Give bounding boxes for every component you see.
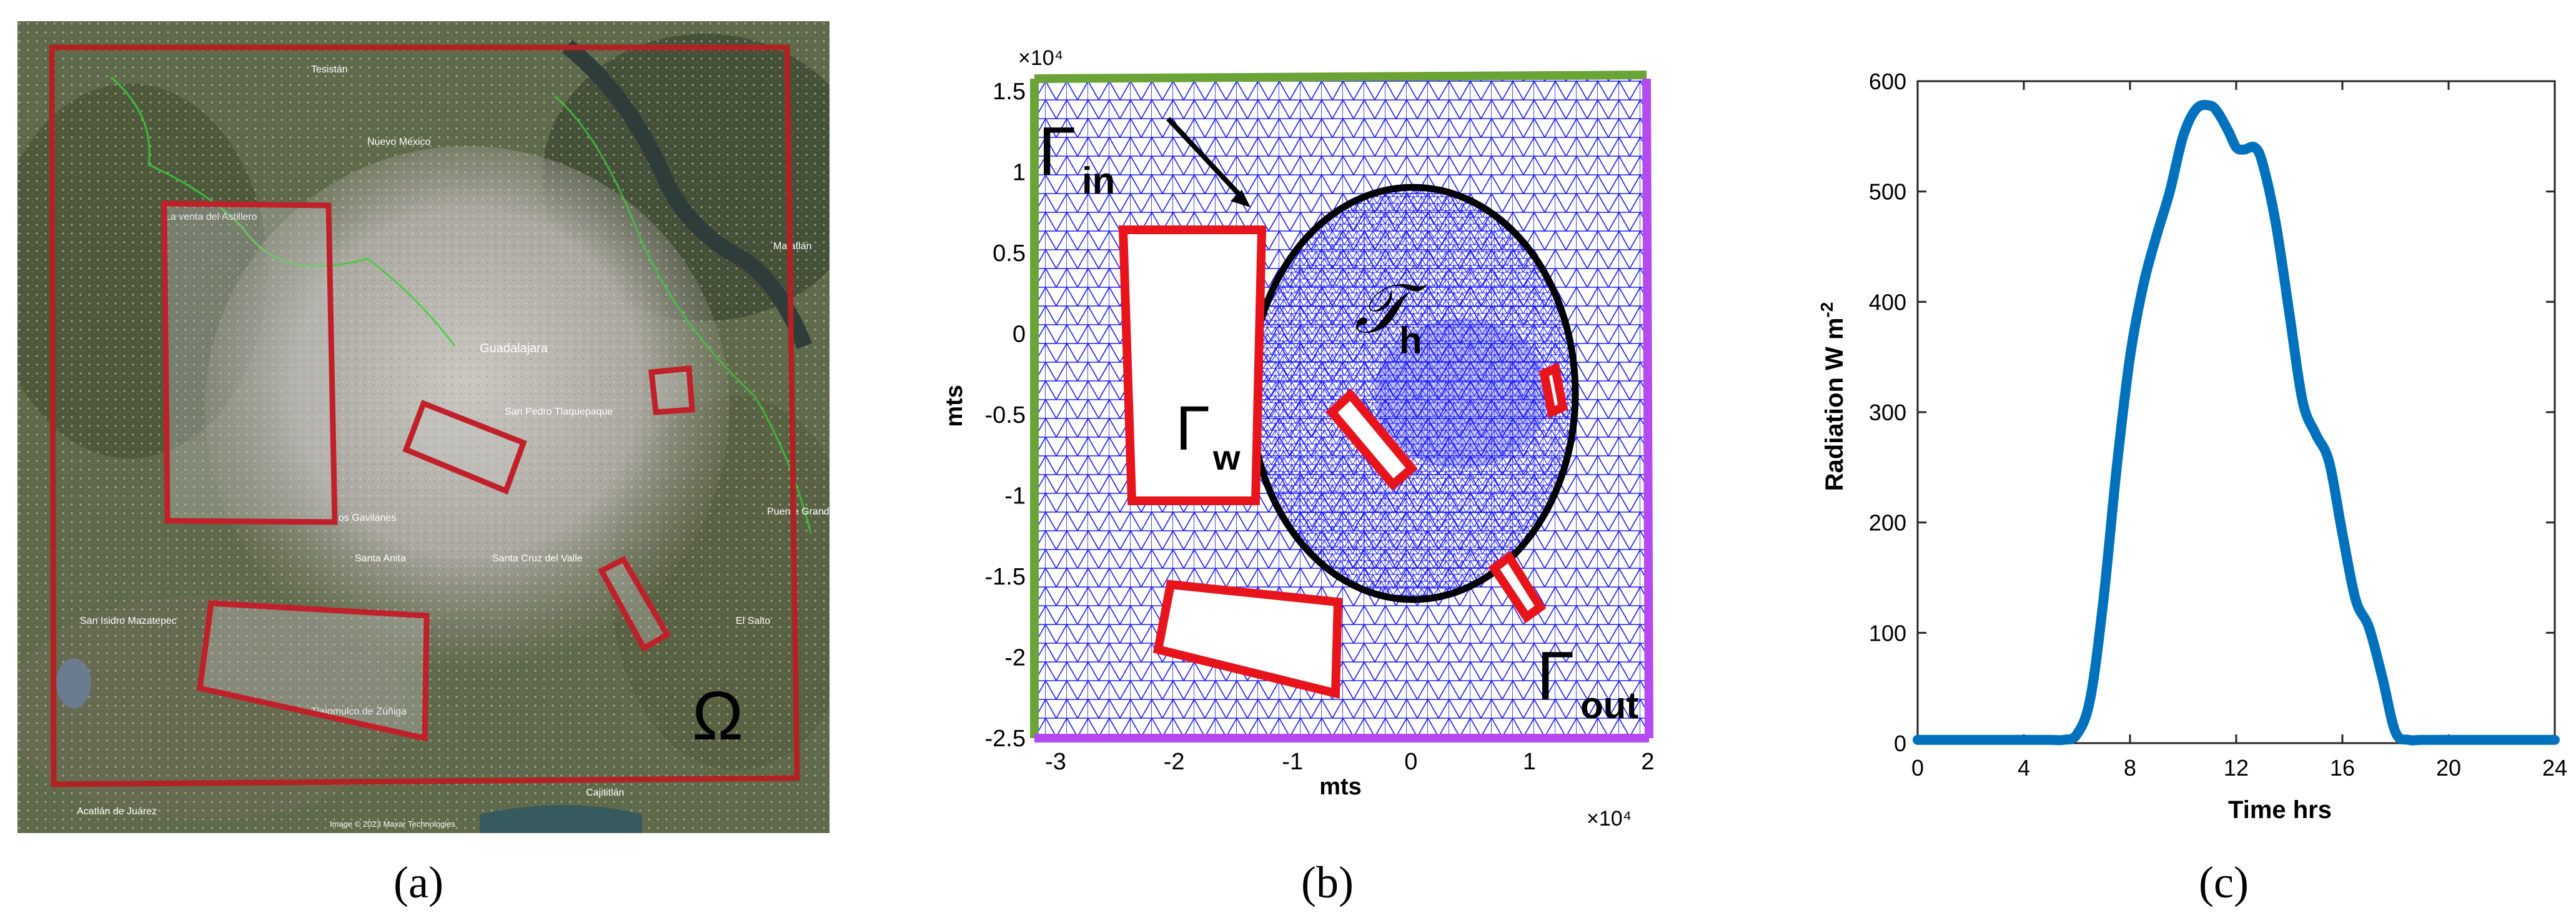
y-axis-label-superscript: -2 (1817, 302, 1836, 318)
panel-a-map: Tesistán Nuevo México La venta del Astil… (0, 21, 867, 833)
panel-c-chart: 0 4 8 12 16 20 24 0 100 200 300 400 500 600 Time hrs… (1799, 44, 2574, 849)
y-axis-label: Radiation W m-2 (1817, 302, 1848, 491)
y-tick-label: 400 (1869, 289, 1906, 315)
y-tick-label: 0 (1013, 322, 1026, 348)
x-tick-label: 0 (1911, 755, 1924, 781)
tau-h-subscript: h (1399, 320, 1422, 362)
radiation-chart: 0 4 8 12 16 20 24 0 100 200 300 400 500 600 Time hrs… (1817, 69, 2567, 824)
x-scale-label: ×10⁴ (1587, 807, 1632, 831)
y-tick-label: -0.5 (985, 402, 1026, 428)
x-tick-label: -3 (1045, 749, 1066, 775)
map-label: Santa Anita (355, 553, 406, 564)
obstacle-bottom (1152, 580, 1343, 699)
caption-b: (b) (1301, 857, 1354, 907)
y-tick-label: -2 (1004, 645, 1026, 671)
zone-3 (648, 365, 695, 415)
gamma-out-label: Γ (1537, 638, 1575, 714)
zone-4 (597, 556, 671, 653)
map-label: Acatlán de Juárez (77, 806, 157, 817)
mesh-refined-region (1251, 187, 1575, 600)
map-label: Nuevo México (367, 137, 430, 147)
map-label: La venta del Astillero (165, 212, 257, 222)
zone-1 (161, 200, 338, 525)
y-tick-label: -1.5 (985, 564, 1026, 590)
plot-frame (1916, 80, 2556, 744)
caption-a: (a) (394, 857, 443, 907)
map-label: San Pedro Tlaquepaque (505, 407, 613, 417)
x-tick-label: 20 (2436, 755, 2461, 781)
x-tick-label: -1 (1282, 749, 1303, 775)
map-label: San Isidro Mazatepec (80, 616, 177, 626)
panel-b-mesh: Γ in Γ w 𝒯 h Γ out 1.5 1 0.5 0 -0.5 -1 -1.5 -2-… (918, 25, 1705, 837)
map-attribution: Image © 2023 Maxar Technologies (330, 819, 455, 829)
gamma-in-label: Γ (1038, 113, 1076, 190)
y-scale-label: ×10⁴ (1018, 46, 1063, 70)
caption-c: (c) (2199, 857, 2249, 907)
y-tick-label: 200 (1869, 510, 1906, 536)
map-label: Tlajomulco de Zúñiga (311, 706, 407, 717)
inlet-boundary-top (1034, 71, 1647, 83)
y-tick-label: 1 (1013, 160, 1026, 186)
river (562, 39, 813, 349)
y-tick-label: 0.5 (993, 240, 1026, 267)
gamma-w-label: Γ (1176, 393, 1210, 463)
lake-icon (480, 805, 642, 833)
domain-boundary (49, 44, 800, 787)
y-axis-label: mts (941, 385, 968, 427)
x-axis-label: mts (1319, 774, 1362, 800)
y-tick-label: 100 (1869, 620, 1906, 646)
map-label: El Salto (736, 616, 770, 626)
x-tick-label: 8 (2124, 755, 2136, 781)
map-label: Santa Cruz del Valle (492, 553, 583, 564)
x-tick-label: -2 (1164, 749, 1185, 775)
obstacle-large (1118, 225, 1267, 505)
y-tick-label: 600 (1869, 69, 1906, 94)
map-label: Tesistán (311, 64, 348, 75)
y-tick-label: -1 (1004, 483, 1026, 510)
y-axis-label-main: Radiation W m (1821, 318, 1848, 491)
outlet-boundary-right (1642, 78, 1653, 739)
y-tick-label: 300 (1869, 400, 1906, 425)
map-label: Guadalajara (480, 342, 548, 355)
zone-5 (196, 600, 430, 742)
x-tick-label: 1 (1523, 749, 1536, 775)
x-tick-label: 0 (1404, 749, 1417, 775)
y-tick-label: 500 (1869, 179, 1906, 205)
domain-omega-label: Ω (692, 678, 743, 754)
obstacle-small-2 (1539, 362, 1568, 418)
gamma-out-subscript: out (1580, 684, 1638, 726)
x-tick-label: 4 (2018, 755, 2030, 781)
lake-icon (56, 658, 91, 708)
inlet-arrow-icon (1166, 117, 1245, 200)
gamma-w-subscript: w (1212, 438, 1241, 477)
gamma-in-subscript: in (1082, 160, 1115, 202)
obstacle-small-1 (1325, 388, 1418, 491)
x-tick-label: 24 (2542, 755, 2567, 781)
zone-2 (402, 400, 527, 495)
satellite-map: Tesistán Nuevo México La venta del Astil… (0, 21, 867, 833)
x-tick-label: 12 (2224, 755, 2249, 781)
x-tick-label: 2 (1641, 749, 1654, 775)
map-label: Los Gavilanes (333, 513, 396, 523)
series-line-radiation (1913, 99, 2560, 746)
x-axis-label: Time hrs (2228, 796, 2332, 824)
mesh-figure: Γ in Γ w 𝒯 h Γ out 1.510.50-0.5-1-1.5-2-… (941, 46, 1655, 831)
obstacle-small-3 (1488, 550, 1547, 623)
y-tick-label: 1.5 (993, 79, 1026, 105)
x-tick-label: 16 (2330, 755, 2355, 781)
map-label: Puente Grande (767, 506, 830, 517)
y-tick-label: 0 (1894, 731, 1906, 756)
map-label: Cajititlán (586, 787, 624, 798)
y-tick-label: -2.5 (985, 726, 1026, 752)
arrowhead-icon (1231, 190, 1251, 207)
